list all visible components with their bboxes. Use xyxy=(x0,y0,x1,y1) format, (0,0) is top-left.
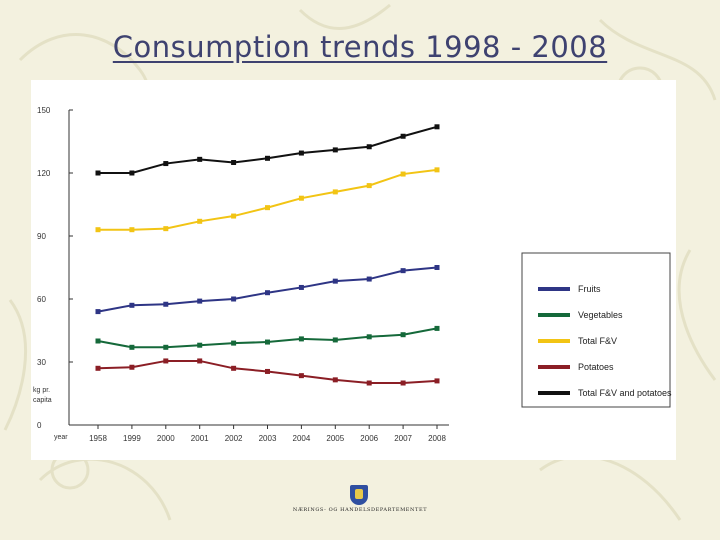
data-point xyxy=(366,144,372,150)
x-tick-label: 2003 xyxy=(259,434,277,443)
data-point xyxy=(95,170,101,176)
data-point xyxy=(95,365,101,371)
chart-panel: 0 30 60 90 120 150 kg pr. capita year 1958 1999 200… xyxy=(31,80,676,460)
data-point xyxy=(95,338,101,344)
y-tick-label: 120 xyxy=(37,169,51,178)
data-point xyxy=(129,364,135,370)
data-point xyxy=(231,213,237,219)
data-point xyxy=(298,150,304,156)
data-point xyxy=(366,334,372,340)
data-point xyxy=(400,332,406,338)
data-point xyxy=(265,290,270,296)
legend-label: Fruits xyxy=(578,284,601,294)
data-point xyxy=(163,344,169,350)
logo-text: NÆRINGS- OG HANDELSDEPARTEMENTET xyxy=(292,507,428,513)
x-tick-label: 1999 xyxy=(123,434,141,443)
data-point xyxy=(332,278,338,284)
y-tick-label: 90 xyxy=(37,232,46,241)
x-tick-label: 1958 xyxy=(89,434,107,443)
data-point xyxy=(434,265,440,270)
data-point xyxy=(129,170,135,176)
data-point xyxy=(129,227,135,233)
data-point xyxy=(197,342,203,348)
data-point xyxy=(197,358,203,364)
slide-title: Consumption trends 1998 - 2008 xyxy=(112,30,608,64)
data-point xyxy=(265,368,270,374)
coat-of-arms-icon xyxy=(350,485,368,505)
data-point xyxy=(231,340,237,346)
legend-label: Total F&V and potatoes xyxy=(578,388,672,398)
data-point xyxy=(265,339,270,345)
data-point xyxy=(163,301,169,307)
data-point xyxy=(366,276,372,282)
x-tick-label: 2005 xyxy=(326,434,344,443)
y-tick-label: 60 xyxy=(37,295,46,304)
data-point xyxy=(298,336,304,342)
data-point xyxy=(95,227,101,233)
x-axis-label: year xyxy=(54,434,68,441)
data-point xyxy=(163,358,169,364)
data-point xyxy=(298,195,304,201)
legend-label: Total F&V xyxy=(578,336,617,346)
data-point xyxy=(400,133,406,139)
data-point xyxy=(332,337,338,343)
x-tick-label: 2000 xyxy=(157,434,175,443)
data-point xyxy=(332,189,338,195)
data-point xyxy=(163,161,169,167)
data-point xyxy=(366,380,372,386)
data-point xyxy=(400,380,406,386)
x-tick-label: 2002 xyxy=(225,434,243,443)
data-point xyxy=(197,156,203,162)
data-point xyxy=(197,218,203,224)
legend-label: Potatoes xyxy=(578,362,614,372)
data-point xyxy=(298,284,304,290)
y-axis-label: capita xyxy=(33,397,52,404)
x-tick-label: 2007 xyxy=(394,434,412,443)
data-point xyxy=(231,160,237,165)
data-point xyxy=(197,298,203,304)
series-line xyxy=(98,125,438,174)
series-line xyxy=(98,168,438,231)
data-point xyxy=(434,325,440,331)
data-point xyxy=(265,205,270,211)
data-point xyxy=(366,183,372,189)
data-point xyxy=(434,378,440,384)
data-point xyxy=(163,226,169,232)
legend-box xyxy=(521,252,671,408)
data-point xyxy=(298,373,304,379)
data-point xyxy=(434,124,440,130)
line-chart: 0 30 60 90 120 150 kg pr. capita year 1958 1999 200… xyxy=(33,106,672,443)
x-tick-label: 2004 xyxy=(293,434,311,443)
data-point xyxy=(231,296,237,302)
data-point xyxy=(231,365,237,371)
data-point xyxy=(434,167,440,173)
y-tick-label: 150 xyxy=(37,106,51,115)
legend-label: Vegetables xyxy=(578,310,623,320)
data-point xyxy=(400,171,406,177)
data-point xyxy=(265,155,270,161)
data-point xyxy=(95,309,101,315)
series-line xyxy=(97,266,438,313)
data-point xyxy=(332,147,338,153)
x-tick-label: 2001 xyxy=(191,434,209,443)
data-point xyxy=(332,377,338,383)
data-point xyxy=(400,268,406,274)
y-tick-label: 30 xyxy=(37,358,46,367)
x-tick-label: 2006 xyxy=(360,434,378,443)
y-axis-label: kg pr. xyxy=(33,387,50,394)
data-point xyxy=(129,344,135,350)
x-tick-label: 2008 xyxy=(428,434,446,443)
y-tick-label: 0 xyxy=(37,421,42,430)
data-point xyxy=(129,302,135,308)
